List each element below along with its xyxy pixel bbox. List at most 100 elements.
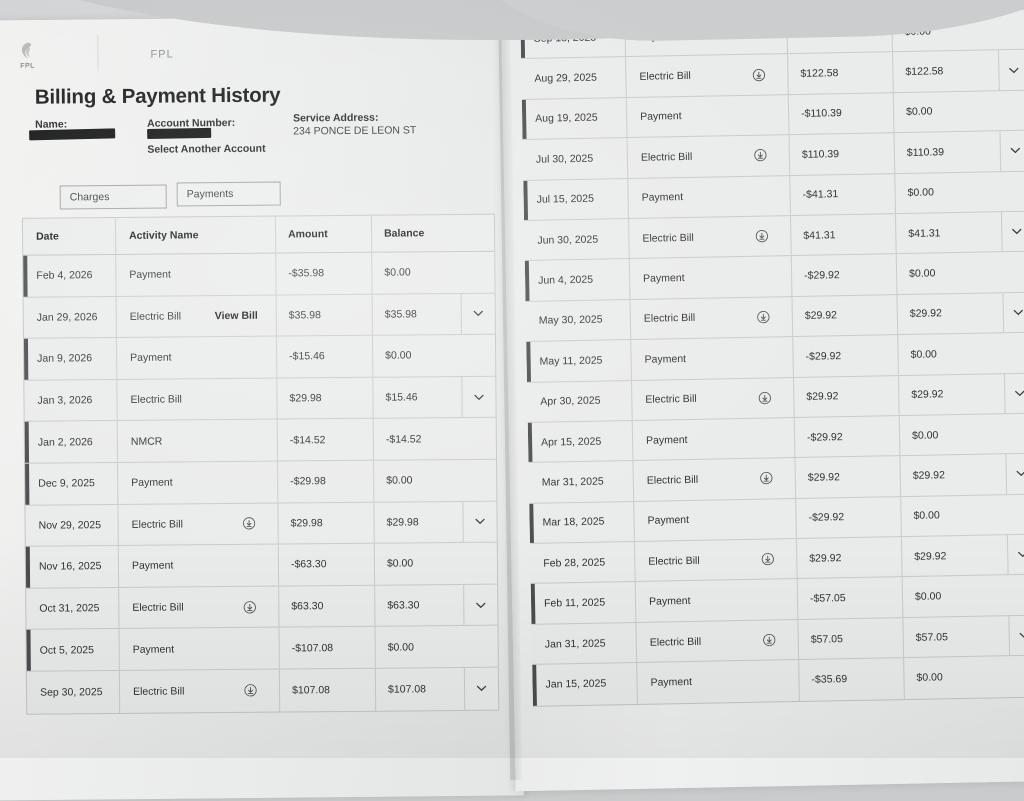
- cell-activity-name: Electric Bill: [633, 458, 797, 501]
- download-bill-icon[interactable]: [755, 230, 768, 243]
- chevron-down-icon[interactable]: [1016, 470, 1024, 477]
- download-icon[interactable]: [755, 230, 768, 243]
- expand-row-button[interactable]: [1000, 211, 1024, 252]
- cell-activity-name: NMCR: [117, 419, 279, 462]
- expand-row-button[interactable]: [1005, 453, 1024, 494]
- expand-row-button[interactable]: [461, 376, 496, 418]
- expand-row-button[interactable]: [463, 667, 499, 710]
- tab-charges[interactable]: Charges: [59, 184, 167, 210]
- expand-row-button[interactable]: [998, 50, 1024, 91]
- expand-row-button[interactable]: [1008, 615, 1024, 656]
- view-bill-link[interactable]: View Bill: [214, 309, 258, 323]
- cell-activity-name: Payment: [626, 94, 790, 138]
- table-row[interactable]: Sep 30, 2025 Electric Bill $107.08 $107.08: [26, 667, 499, 714]
- cell-balance: $0.00: [907, 186, 934, 200]
- cell-activity-name: Payment: [629, 256, 793, 299]
- activity-label: Electric Bill: [649, 635, 702, 649]
- download-icon[interactable]: [757, 310, 770, 324]
- chevron-down-icon[interactable]: [475, 601, 486, 608]
- download-bill-icon[interactable]: [242, 517, 256, 530]
- chevron-down-icon[interactable]: [1011, 228, 1022, 235]
- table-row[interactable]: Jun 30, 2025 Electric Bill $41.31 $41.31: [524, 211, 1024, 262]
- table-row[interactable]: Jan 29, 2026 Electric Bill View Bill $35.98…: [23, 293, 495, 339]
- download-bill-icon[interactable]: [244, 684, 257, 697]
- chevron-down-icon[interactable]: [1010, 147, 1021, 154]
- download-bill-icon[interactable]: [761, 553, 774, 566]
- cell-date: Jan 31, 2025: [531, 622, 638, 665]
- expand-placeholder: [461, 335, 495, 376]
- expand-row-button[interactable]: [999, 130, 1024, 171]
- cell-balance: $29.98: [386, 516, 419, 529]
- table-row[interactable]: May 30, 2025 Electric Bill $29.92 $29.92: [525, 292, 1024, 343]
- table-row[interactable]: Feb 4, 2026 Payment -$35.98 $0.00: [23, 251, 495, 298]
- select-another-account-link[interactable]: Select Another Account: [147, 142, 266, 156]
- table-row[interactable]: Jan 9, 2026 Payment -$15.46 $0.00: [23, 334, 496, 381]
- chevron-down-icon[interactable]: [1008, 66, 1019, 73]
- cell-amount: -$57.05: [797, 577, 904, 619]
- download-icon[interactable]: [761, 553, 774, 566]
- download-icon[interactable]: [244, 684, 257, 697]
- chevron-down-icon[interactable]: [476, 685, 487, 692]
- download-bill-icon[interactable]: [758, 391, 771, 404]
- cell-amount: $29.92: [795, 456, 902, 498]
- table-row[interactable]: Jan 3, 2026 Electric Bill $29.98 $15.46: [24, 376, 496, 423]
- cell-activity-name: Payment: [118, 461, 279, 504]
- expand-row-button[interactable]: [463, 584, 498, 626]
- download-bill-icon[interactable]: [757, 310, 770, 324]
- download-bill-icon[interactable]: [763, 633, 776, 647]
- page-title: Billing & Payment History: [34, 83, 281, 109]
- tab-payments[interactable]: Payments: [176, 181, 281, 207]
- chevron-down-icon[interactable]: [1013, 309, 1024, 316]
- download-icon[interactable]: [242, 517, 256, 530]
- chevron-down-icon[interactable]: [1019, 632, 1024, 639]
- table-row[interactable]: Jan 2, 2026 NMCR -$14.52 -$14.52: [24, 418, 497, 464]
- download-icon[interactable]: [758, 391, 771, 404]
- expand-row-button[interactable]: [1003, 373, 1024, 414]
- table-row[interactable]: Oct 31, 2025 Electric Bill $63.30 $63.30: [26, 584, 498, 631]
- table-row[interactable]: Oct 5, 2025 Payment -$107.08 $0.00: [26, 626, 498, 672]
- table-row[interactable]: Aug 29, 2025 Electric Bill $122.58 $122.58: [521, 50, 1024, 100]
- expand-row-button[interactable]: [1002, 292, 1024, 333]
- chevron-down-icon[interactable]: [473, 310, 484, 317]
- download-bill-icon[interactable]: [243, 600, 256, 613]
- chevron-down-icon[interactable]: [473, 393, 484, 400]
- account-number-redaction-bar: [147, 127, 212, 139]
- table-row[interactable]: Feb 28, 2025 Electric Bill $29.92 $29.92: [529, 534, 1024, 585]
- table-row[interactable]: Jul 30, 2025 Electric Bill $110.39 $110.39: [522, 130, 1024, 181]
- cell-activity-name: Payment: [118, 544, 280, 587]
- expand-placeholder: [999, 90, 1024, 130]
- table-row[interactable]: Mar 31, 2025 Electric Bill $29.92 $29.92: [528, 453, 1024, 504]
- download-icon[interactable]: [243, 600, 256, 613]
- download-icon[interactable]: [754, 149, 767, 162]
- download-icon[interactable]: [760, 472, 773, 485]
- activity-label: Payment: [131, 559, 174, 573]
- chevron-down-icon[interactable]: [1017, 551, 1024, 558]
- cell-balance: $0.00: [908, 267, 936, 280]
- chevron-down-icon[interactable]: [1014, 390, 1024, 397]
- cell-date: Jul 15, 2025: [523, 178, 630, 220]
- expand-row-button[interactable]: [1006, 534, 1024, 575]
- table-row[interactable]: Jan 31, 2025 Electric Bill $57.05 $57.05: [531, 615, 1024, 666]
- cell-date: Mar 18, 2025: [529, 501, 635, 543]
- table-row[interactable]: Jan 15, 2025 Payment -$35.69 $0.00: [532, 656, 1024, 706]
- column-header-amount: Amount: [275, 215, 373, 253]
- table-row[interactable]: Nov 29, 2025 Electric Bill $29.98 $29.98: [25, 501, 497, 547]
- activity-label: Payment: [650, 676, 693, 690]
- table-row[interactable]: Nov 16, 2025 Payment -$63.30 $0.00: [25, 542, 498, 589]
- expand-placeholder: [1005, 414, 1024, 454]
- download-bill-icon[interactable]: [760, 472, 773, 485]
- chevron-down-icon[interactable]: [475, 518, 486, 525]
- download-icon[interactable]: [763, 633, 776, 647]
- cell-amount: -$29.92: [793, 335, 899, 377]
- billing-history-table: Date Activity Name Amount Balance Feb 4,…: [21, 213, 500, 715]
- table-row[interactable]: Apr 30, 2025 Electric Bill $29.92 $29.92: [527, 373, 1024, 423]
- expand-row-button[interactable]: [462, 501, 497, 543]
- download-bill-icon[interactable]: [752, 68, 766, 81]
- expand-row-button[interactable]: [460, 293, 495, 335]
- cell-date: Oct 5, 2025: [26, 629, 120, 671]
- activity-label: Payment: [645, 433, 688, 447]
- cell-amount: -$29.98: [278, 460, 375, 503]
- download-icon[interactable]: [752, 68, 766, 81]
- download-bill-icon[interactable]: [754, 149, 767, 162]
- table-row[interactable]: Dec 9, 2025 Payment -$29.98 $0.00: [25, 459, 497, 506]
